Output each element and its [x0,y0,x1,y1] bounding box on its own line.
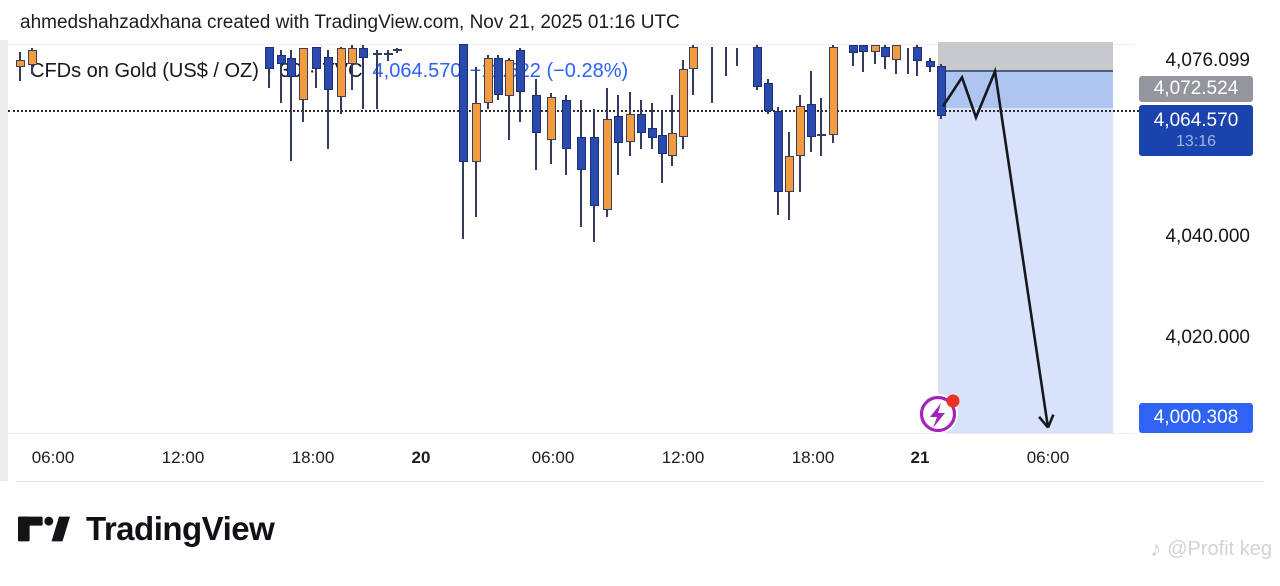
candle-up [471,102,481,163]
candle-wick [387,49,389,62]
candle-down [912,46,922,62]
candle-wick [862,44,864,73]
music-note-icon: ♪ [1150,536,1162,561]
attribution-text: ahmedshahzadxhana created with TradingVi… [20,12,680,33]
candle-down [613,116,623,143]
candle-down [286,57,296,78]
lightning-bolt-icon [918,394,960,434]
candle-wick [290,49,292,162]
candle-down [531,94,541,133]
candle-up [828,46,838,135]
candle-up [678,69,688,137]
candle-wick [362,44,364,110]
candle-down [576,136,586,170]
candle-up [784,156,794,193]
plot-left-margin [0,40,8,481]
candle-wick [508,57,510,140]
candle-down [358,47,368,58]
candle-wick [736,47,738,67]
symbol-title: CFDs on Gold (US$ / OZ) [30,60,259,82]
candle-up [667,132,677,157]
candle-down [323,56,333,90]
candle-doji [383,52,393,56]
tradingview-logo-text: TradingView [86,510,275,547]
candle-down [763,82,773,112]
supply-zone [938,42,1113,72]
author-watermark: ♪ @Profit keg [1150,536,1272,562]
candle-down [936,66,946,117]
current-price-line [8,110,1139,112]
candle-wick [376,49,378,110]
candle-down [589,136,599,207]
candle-up [546,96,556,140]
candle-wick [820,97,822,157]
candle-doji [392,48,402,52]
candle-down [806,104,816,137]
candle-up [483,57,493,103]
candle-up [795,106,805,157]
candle-wick [725,46,727,77]
candle-wick [351,44,353,90]
candle-down [848,44,858,53]
candle-down [276,54,286,65]
candle-down [880,46,890,57]
footer-divider [16,481,1264,482]
legend-separator: · [308,60,316,82]
candle-up [504,59,514,96]
candle-up [602,119,612,210]
candle-up [27,49,37,66]
candle-up [625,114,635,142]
candle-down [858,44,868,52]
candle-down [311,46,321,70]
plot-top-border [8,44,1135,45]
candle-up [15,59,25,68]
candle-doji [816,133,826,137]
candle-up [688,46,698,70]
candle-down [752,46,762,87]
candle-up [891,44,901,60]
candle-wick [651,102,653,150]
candle-down [458,43,468,163]
candle-wick [852,44,854,67]
flash-idea-button[interactable] [916,388,964,436]
tradingview-logo[interactable]: TradingView [18,510,275,548]
candle-wick [884,44,886,70]
candle-down [925,61,935,68]
candle-wick [280,49,282,103]
candle-up [870,44,880,52]
candle-down [657,134,667,155]
candle-wick [692,44,694,95]
candle-down [647,127,657,138]
candle-down [773,111,783,193]
candle-down [636,114,646,133]
plot-bottom-border [8,433,1135,434]
last-price-text: 4,064.570 [372,60,462,82]
candle-down [561,99,571,150]
tradingview-logo-icon [18,516,70,542]
candle-wick [327,49,329,150]
candle-wick [874,44,876,65]
candle-down [264,46,274,70]
candle-doji [372,52,382,56]
candle-down [493,57,503,95]
candle-up [347,47,357,65]
candle-up [336,47,346,97]
candle-wick [711,46,713,103]
candle-down [515,49,525,92]
candle-wick [907,47,909,75]
candle-up [298,47,308,100]
candle-wick [671,94,673,167]
author-handle: @Profit keg [1167,537,1272,560]
